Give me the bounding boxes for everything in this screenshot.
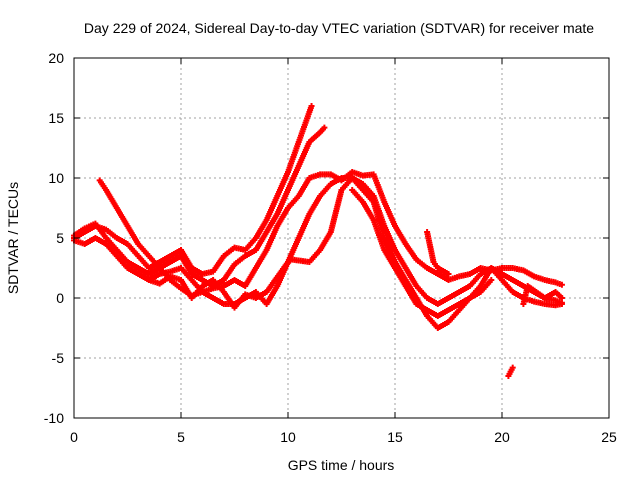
y-tick-label: -5	[52, 350, 65, 366]
x-axis-title: GPS time / hours	[288, 457, 395, 473]
series-track-e	[145, 175, 565, 331]
data-point	[558, 281, 565, 288]
data-point	[509, 364, 516, 371]
grid-lines	[74, 58, 609, 418]
y-tick-label: 20	[48, 50, 64, 66]
y-tick-label: 15	[48, 110, 64, 126]
x-tick-label: 25	[601, 429, 617, 445]
data-point	[445, 271, 452, 277]
series-track-i	[520, 283, 565, 307]
series-track-f	[349, 187, 495, 319]
data-point	[308, 103, 315, 109]
y-tick-label: -10	[44, 410, 64, 426]
data-point	[558, 301, 565, 307]
y-tick-label: 0	[56, 290, 64, 306]
chart-title: Day 229 of 2024, Sidereal Day-to-day VTE…	[84, 20, 594, 36]
series-track-c	[71, 169, 565, 295]
x-tick-label: 15	[387, 429, 403, 445]
x-tick-label: 10	[280, 429, 296, 445]
axis-ticks: 0 5 10 15 20 25 -10 -5 0 5 10 15 20	[44, 50, 617, 445]
x-tick-label: 5	[177, 429, 185, 445]
x-tick-label: 20	[494, 429, 510, 445]
series-track-d	[96, 175, 565, 307]
data-points	[71, 103, 565, 379]
x-tick-label: 0	[70, 429, 78, 445]
series-track-g	[424, 229, 452, 277]
y-tick-label: 10	[48, 170, 64, 186]
y-axis-title: SDTVAR / TECUs	[5, 182, 21, 294]
data-point	[488, 277, 495, 283]
data-point	[321, 124, 328, 131]
series-track-h	[505, 364, 516, 379]
data-point	[558, 295, 565, 301]
y-tick-label: 5	[56, 230, 64, 246]
